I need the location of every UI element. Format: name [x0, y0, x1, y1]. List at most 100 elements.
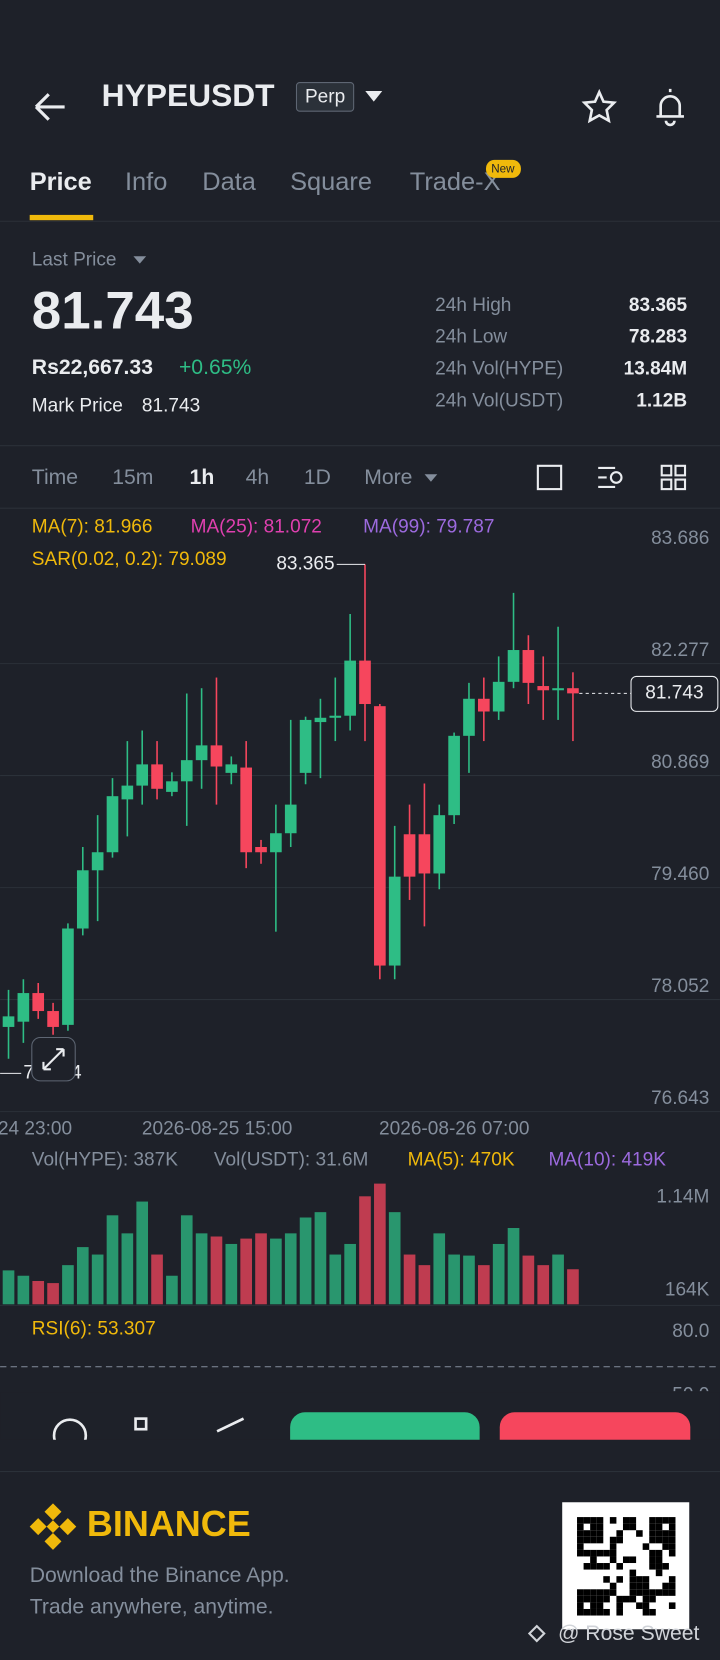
interval[interactable]: Time	[32, 466, 78, 489]
volume-bar	[374, 1183, 386, 1305]
stat-label: 24h Vol(USDT)	[435, 390, 563, 411]
watermark-icon	[527, 1624, 546, 1643]
qr-module	[622, 1556, 630, 1564]
qr-module	[662, 1589, 669, 1596]
volume-bar	[91, 1254, 104, 1305]
qr-module	[622, 1595, 630, 1603]
qr-module	[668, 1576, 676, 1583]
interval[interactable]: 4h	[246, 466, 270, 489]
volume-bar	[567, 1269, 579, 1305]
icon[interactable]	[134, 1417, 148, 1431]
interval[interactable]: 15m	[112, 466, 153, 489]
icon[interactable]	[660, 464, 673, 477]
new-badge: New	[491, 162, 515, 175]
candle-body	[255, 846, 267, 853]
badge-bg	[295, 82, 355, 112]
long-button[interactable]	[290, 1412, 480, 1476]
volume-bar	[240, 1238, 252, 1305]
qr-module	[668, 1543, 676, 1550]
short-button[interactable]	[499, 1412, 691, 1476]
qr-module	[649, 1556, 656, 1564]
dropdown[interactable]	[365, 91, 383, 102]
qr-module	[609, 1517, 617, 1524]
y-tick-label: 1.14M	[656, 1186, 709, 1207]
qr-module	[590, 1556, 597, 1564]
qr-module	[583, 1536, 591, 1544]
qr-module	[642, 1589, 650, 1596]
qr-module	[655, 1517, 663, 1524]
qr-module	[609, 1543, 617, 1550]
icon[interactable]	[674, 478, 687, 491]
interval[interactable]: More	[364, 466, 412, 489]
qr-module	[668, 1602, 676, 1609]
last-price-label: Last Price	[32, 249, 117, 270]
qr-module	[616, 1563, 623, 1570]
qr-module	[603, 1589, 610, 1596]
candle-body	[374, 706, 386, 966]
ma25: MA(25): 81.072	[191, 516, 322, 537]
qr-module	[629, 1517, 637, 1524]
volume-label: MA(5): 470K	[408, 1149, 515, 1170]
qr-module	[577, 1595, 584, 1603]
qr-module	[577, 1523, 584, 1531]
action-bar	[0, 1392, 720, 1476]
qr-module	[596, 1549, 604, 1557]
qr-module	[590, 1523, 597, 1531]
alert-icon[interactable]	[656, 88, 684, 127]
qr-module	[577, 1536, 584, 1544]
qr-module	[649, 1608, 656, 1616]
qr-module	[668, 1530, 676, 1537]
qr-module	[649, 1563, 656, 1570]
stat-value: 1.12B	[636, 390, 687, 411]
tab[interactable]: Price	[30, 168, 92, 196]
volume-bar	[17, 1275, 30, 1305]
candle-body	[76, 870, 89, 929]
qr-module	[596, 1517, 604, 1524]
interval[interactable]: 1h	[190, 466, 215, 489]
qr-module	[649, 1595, 656, 1603]
tab[interactable]: Square	[290, 168, 372, 196]
last-price: 81.743	[32, 281, 194, 340]
volume-bar	[448, 1254, 460, 1305]
qr-module	[642, 1608, 650, 1616]
candle-body	[270, 833, 282, 853]
icon[interactable]	[660, 478, 673, 491]
favorite-icon[interactable]	[581, 88, 617, 124]
qr-module	[668, 1589, 676, 1596]
icon[interactable]	[609, 471, 623, 484]
candle-body	[329, 715, 342, 718]
icon[interactable]	[52, 1418, 88, 1452]
back-button[interactable]	[34, 93, 65, 121]
qr-module	[590, 1589, 597, 1596]
candle-body	[106, 796, 119, 853]
interval[interactable]: 1D	[304, 466, 331, 489]
tab[interactable]: Trade-X	[410, 168, 501, 196]
ma99: MA(99): 79.787	[363, 516, 494, 537]
icon[interactable]	[536, 464, 563, 491]
qr-module	[577, 1543, 584, 1550]
rsi-tick: 80.0	[672, 1321, 709, 1342]
qr-module	[662, 1517, 669, 1524]
volume-bar	[537, 1265, 550, 1305]
qr-module	[616, 1602, 623, 1609]
qr-module	[590, 1530, 597, 1537]
qr-module	[655, 1523, 663, 1531]
candle-body	[210, 745, 223, 767]
volume-label: Vol(USDT): 31.6M	[214, 1149, 369, 1170]
tab[interactable]: Data	[202, 168, 257, 196]
brand: BINANCE	[87, 1503, 251, 1544]
qr-module	[655, 1563, 663, 1570]
qr-module	[583, 1608, 591, 1616]
icon[interactable]	[216, 1417, 245, 1433]
tab[interactable]: Info	[125, 168, 167, 196]
qr-module	[596, 1608, 604, 1616]
icon[interactable]	[674, 464, 687, 477]
icon[interactable]	[598, 466, 616, 489]
candle-body	[17, 993, 30, 1022]
mark-price-label: Mark Price	[32, 396, 123, 417]
qr-module	[616, 1608, 623, 1616]
volume-bar	[121, 1233, 134, 1305]
expand-icon[interactable]	[42, 1048, 65, 1071]
candle-body	[388, 876, 401, 966]
qr-module	[649, 1523, 656, 1531]
